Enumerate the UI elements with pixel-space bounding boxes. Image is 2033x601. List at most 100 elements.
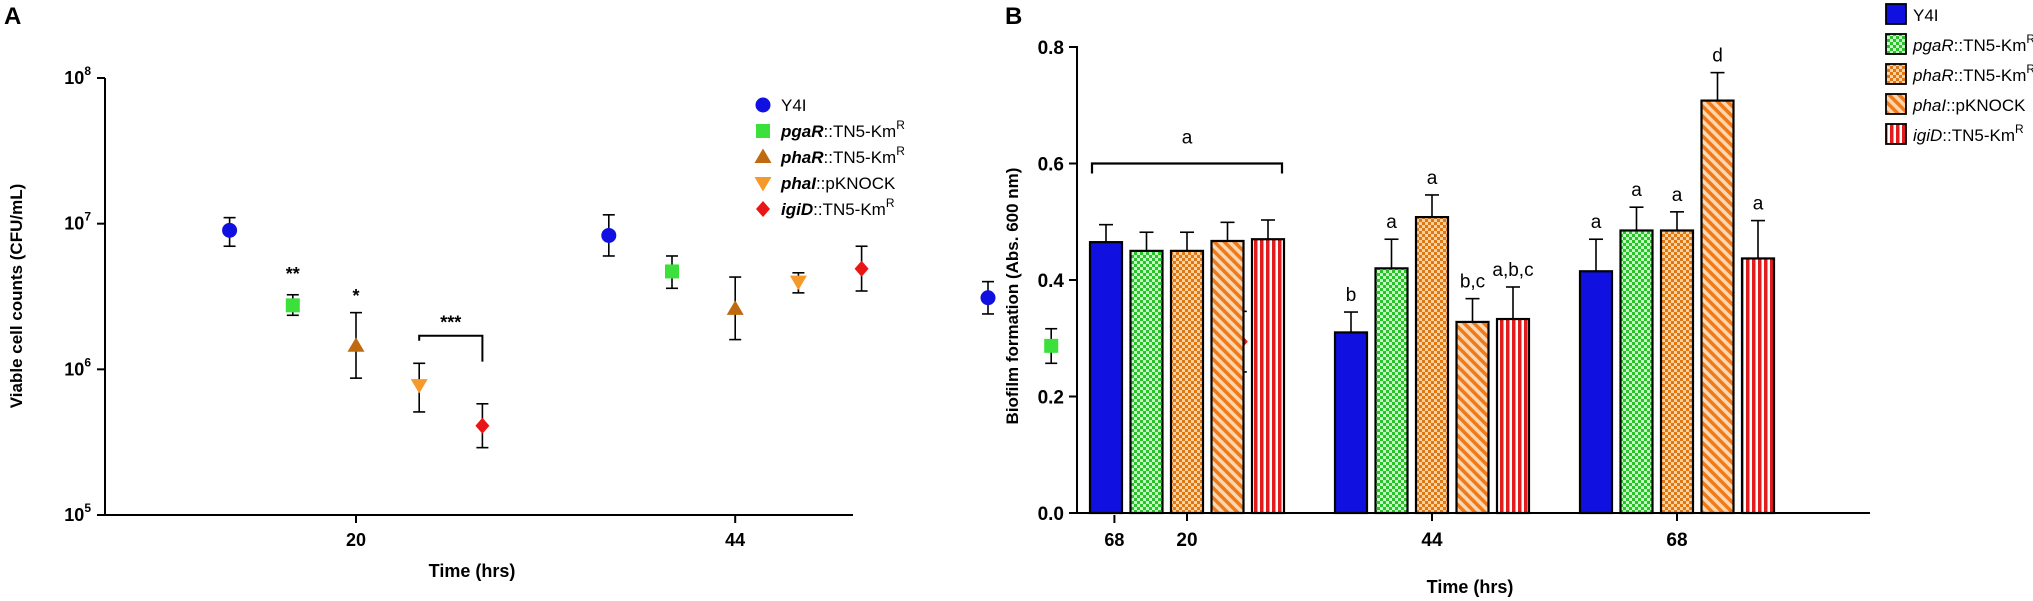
legend-label-igid: igiD::TN5-KmR xyxy=(781,196,895,219)
legend-marker-pgar xyxy=(756,124,770,138)
panel-a-y-tick-base: 10 xyxy=(64,68,84,88)
legend-entry-phar: phaR::TN5-KmR xyxy=(1885,62,2033,85)
bar-igid-20 xyxy=(1250,238,1286,515)
bar-phai-20 xyxy=(1210,239,1245,515)
legend-label-superscript: R xyxy=(886,196,895,210)
legend-label-text: ::TN5-Km xyxy=(824,122,897,141)
bar-significance-letter: a,b,c xyxy=(1492,260,1533,281)
legend-label-italic: igiD xyxy=(781,200,813,219)
bar-y4i-44 xyxy=(1333,331,1369,515)
bar-y4i-68 xyxy=(1578,270,1614,515)
bar-phai-44 xyxy=(1455,320,1490,515)
bar-significance-letter: a xyxy=(1672,185,1683,206)
panel-a-series-phai xyxy=(410,271,1187,413)
panel-b-y-tick-label: 0.0 xyxy=(1038,504,1064,525)
significance-stars: * xyxy=(352,286,359,306)
panel-label-b: B xyxy=(1005,3,1022,30)
panel-a-y-tick-label: 107 xyxy=(64,210,91,234)
legend-entry-pgar: pgaR::TN5-KmR xyxy=(1885,32,2033,55)
panel-a-x-tick-label: 68 xyxy=(1104,530,1124,550)
legend-swatch-pgar xyxy=(1885,33,1907,55)
data-point-phar xyxy=(347,337,365,352)
bar-significance-letter: a xyxy=(1631,180,1642,201)
legend-label-text: ::pKNOCK xyxy=(816,174,896,193)
panel-a-axes xyxy=(104,78,853,516)
panel-label-a: A xyxy=(4,3,21,30)
bar-pgar-20 xyxy=(1129,249,1164,515)
legend-marker-igid xyxy=(756,201,770,217)
bar-phar-68 xyxy=(1659,229,1695,515)
data-point-y4i xyxy=(601,227,617,243)
bar-significance-letter: a xyxy=(1386,212,1397,233)
bar-significance-letter: a xyxy=(1753,194,1764,215)
legend-label-italic: igiD xyxy=(1913,126,1942,145)
bar-igid-44 xyxy=(1495,317,1531,515)
legend-marker-phar xyxy=(754,148,772,163)
group-bracket xyxy=(1090,162,1284,174)
panel-b-x-axis-label: Time (hrs) xyxy=(1427,577,1514,597)
panel-b-x-tick-label: 68 xyxy=(1666,530,1687,551)
legend-label-pgar: pgaR::TN5-KmR xyxy=(1912,32,2033,55)
legend-label-italic: phaI xyxy=(1912,96,1946,115)
panel-a-series-y4i xyxy=(222,214,996,315)
significance-stars: *** xyxy=(440,313,461,333)
panel-a-y-tick-base: 10 xyxy=(64,359,84,379)
legend-label-italic: phaI xyxy=(780,174,817,193)
group-significance-letter: a xyxy=(1182,128,1193,149)
legend-entry-y4i: Y4I xyxy=(1885,3,1939,25)
panel-a-y-axis-label: Viable cell counts (CFU/mL) xyxy=(7,184,26,409)
legend-label-phai: phaI::pKNOCK xyxy=(1912,96,2026,115)
panel-b-x-tick-label: 20 xyxy=(1176,530,1197,551)
panel-b-y-tick-label: 0.2 xyxy=(1038,388,1064,409)
panel-a-y-tick-label: 106 xyxy=(64,355,91,379)
legend-label-italic: pgaR xyxy=(780,122,824,141)
legend-label-superscript: R xyxy=(896,118,905,132)
panel-a-y-tick-exponent: 7 xyxy=(84,210,91,224)
legend-marker-y4i xyxy=(755,97,771,113)
panel-a-y-tick-exponent: 6 xyxy=(84,355,91,369)
data-point-phai xyxy=(410,379,428,394)
legend-label-y4i: Y4I xyxy=(1913,6,1939,25)
panel-b-y-tick-label: 0.6 xyxy=(1038,155,1064,176)
legend-swatch-igid xyxy=(1885,123,1907,145)
data-point-igid xyxy=(854,260,869,277)
panel-b-y-tick-label: 0.8 xyxy=(1038,38,1064,59)
legend-label-superscript: R xyxy=(2026,62,2033,76)
data-point-pgar xyxy=(285,298,300,313)
data-point-pgar xyxy=(1044,338,1059,353)
legend-entry-pgar: pgaR::TN5-KmR xyxy=(756,118,905,141)
significance-bracket xyxy=(418,334,484,362)
bar-significance-letter: a xyxy=(1427,168,1438,189)
panel-a-y-tick-label: 105 xyxy=(64,501,91,525)
panel-a-y-tick-label: 108 xyxy=(64,64,91,88)
data-point-phai xyxy=(789,275,807,291)
panel-b-x-ticks: 20 44 68 xyxy=(1176,513,1688,551)
legend-swatch-y4i xyxy=(1885,3,1907,25)
legend-label-text: ::TN5-Km xyxy=(813,200,886,219)
legend-label-y4i: Y4I xyxy=(781,96,807,115)
panel-b-series-y4i: ba xyxy=(1088,212,1614,515)
bar-significance-letter: b,c xyxy=(1460,272,1485,293)
legend-label-pgar: pgaR::TN5-KmR xyxy=(780,118,905,141)
panel-a-y-tick-base: 10 xyxy=(64,214,84,234)
legend-label-phar: phaR::TN5-KmR xyxy=(1912,62,2033,85)
panel-a-x-ticks: 20 44 68 xyxy=(346,515,1124,550)
panel-a-y-tick-exponent: 5 xyxy=(84,501,91,515)
bar-significance-letter: d xyxy=(1712,46,1723,67)
legend-label-text: ::pKNOCK xyxy=(1946,96,2026,115)
bar-phar-44 xyxy=(1414,215,1450,515)
legend-entry-phai: phaI::pKNOCK xyxy=(754,174,896,193)
panel-b-series-phai: b,c d xyxy=(1210,46,1735,515)
legend-entry-phar: phaR::TN5-KmR xyxy=(754,144,905,167)
legend-label-superscript: R xyxy=(2026,32,2033,46)
legend-label-phar: phaR::TN5-KmR xyxy=(780,144,905,167)
data-point-pgar xyxy=(665,264,679,279)
bar-pgar-44 xyxy=(1374,267,1409,515)
legend-marker-phai xyxy=(754,177,772,192)
panel-b-y-axis-label: Biofilm formation (Abs. 600 nm) xyxy=(1003,168,1022,425)
panel-a-legend: Y4IpgaR::TN5-KmRphaR::TN5-KmRphaI::pKNOC… xyxy=(754,96,905,219)
panel-a-x-axis-label: Time (hrs) xyxy=(429,561,516,581)
